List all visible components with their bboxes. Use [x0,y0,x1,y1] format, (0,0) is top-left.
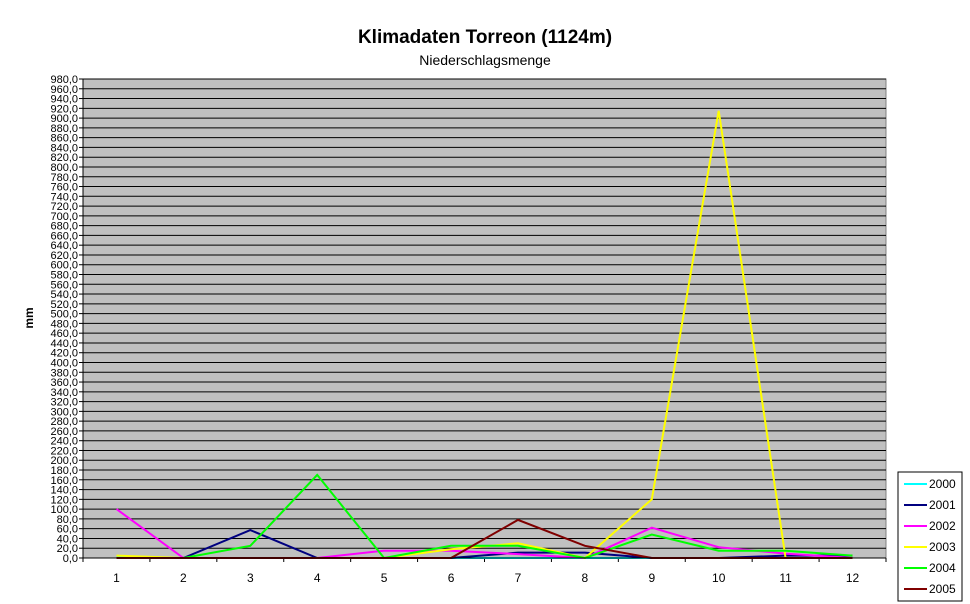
y-tick-label: 700,0 [50,211,78,223]
y-tick-label: 160,0 [50,475,78,487]
legend-label-2003: 2003 [929,540,956,554]
y-tick-label: 180,0 [50,465,78,477]
y-tick-label: 460,0 [50,328,78,340]
y-tick-label: 220,0 [50,445,78,457]
y-tick-label: 300,0 [50,406,78,418]
x-tick-label: 5 [381,571,388,585]
legend-items: 2000 2001 2002 2003 2004 2005 [904,477,956,596]
x-tick-label: 4 [314,571,321,585]
y-tick-label: 80,0 [57,514,78,526]
y-tick-label: 140,0 [50,485,78,497]
y-tick-label: 740,0 [50,191,78,203]
y-tick-label: 240,0 [50,436,78,448]
y-tick-label: 620,0 [50,250,78,262]
y-tick-label: 340,0 [50,387,78,399]
y-tick-label: 40,0 [57,533,78,545]
y-tick-label: 20,0 [57,543,78,555]
x-tick-label: 9 [648,571,655,585]
y-tick-label: 680,0 [50,221,78,233]
legend-label-2001: 2001 [929,498,956,512]
legend-label-2004: 2004 [929,561,956,575]
y-tick-label: 420,0 [50,348,78,360]
y-tick-label: 540,0 [50,289,78,301]
plot-area [82,78,887,559]
series-line-2004 [116,473,853,560]
y-tick-label: 480,0 [50,318,78,330]
legend: 2000 2001 2002 2003 2004 2005 [897,471,963,602]
y-tick-label: 900,0 [50,113,78,125]
y-axis-label: mm [22,307,36,328]
y-tick-label: 820,0 [50,152,78,164]
y-tick-label: 260,0 [50,426,78,438]
y-tick-label: 500,0 [50,309,78,321]
y-tick-label: 360,0 [50,377,78,389]
x-tick-label: 11 [779,571,792,585]
y-tick-label: 880,0 [50,123,78,135]
y-axis-ticks: 0,020,040,060,080,0100,0120,0140,0160,01… [50,74,83,565]
y-tick-label: 560,0 [50,279,78,291]
chart-title: Klimadaten Torreon (1124m) [358,27,612,48]
y-tick-label: 840,0 [50,142,78,154]
y-tick-label: 800,0 [50,162,78,174]
y-tick-label: 400,0 [50,357,78,369]
y-tick-label: 960,0 [50,84,78,96]
x-axis-ticks: 1 2 3 4 5 6 7 8 9 10 11 12 [82,558,887,585]
y-tick-label: 600,0 [50,260,78,272]
y-tick-label: 200,0 [50,455,78,467]
y-tick-label: 0,0 [63,553,78,565]
x-tick-label: 2 [180,571,187,585]
legend-label-2002: 2002 [929,519,956,533]
y-tick-label: 520,0 [50,299,78,311]
y-tick-label: 120,0 [50,494,78,506]
y-tick-label: 440,0 [50,338,78,350]
y-tick-label: 100,0 [50,504,78,516]
y-tick-label: 780,0 [50,172,78,184]
x-tick-label: 10 [712,571,726,585]
y-tick-label: 920,0 [50,103,78,115]
y-tick-label: 760,0 [50,182,78,194]
x-tick-label: 3 [247,571,254,585]
legend-box [897,471,963,602]
legend-label-2000: 2000 [929,477,956,491]
x-tick-label: 8 [582,571,589,585]
x-tick-label: 7 [515,571,522,585]
x-tick-label: 1 [113,571,120,585]
chart-subtitle: Niederschlagsmenge [419,52,551,68]
y-tick-label: 580,0 [50,270,78,282]
y-tick-label: 60,0 [57,524,78,536]
y-tick-label: 940,0 [50,94,78,106]
legend-label-2005: 2005 [929,582,956,596]
x-tick-label: 6 [448,571,455,585]
y-tick-label: 380,0 [50,367,78,379]
y-tick-label: 280,0 [50,416,78,428]
x-tick-label: 12 [846,571,860,585]
y-tick-label: 980,0 [50,74,78,86]
y-tick-label: 640,0 [50,240,78,252]
y-tick-label: 660,0 [50,230,78,242]
y-tick-label: 860,0 [50,133,78,145]
y-tick-label: 720,0 [50,201,78,213]
y-tick-label: 320,0 [50,397,78,409]
